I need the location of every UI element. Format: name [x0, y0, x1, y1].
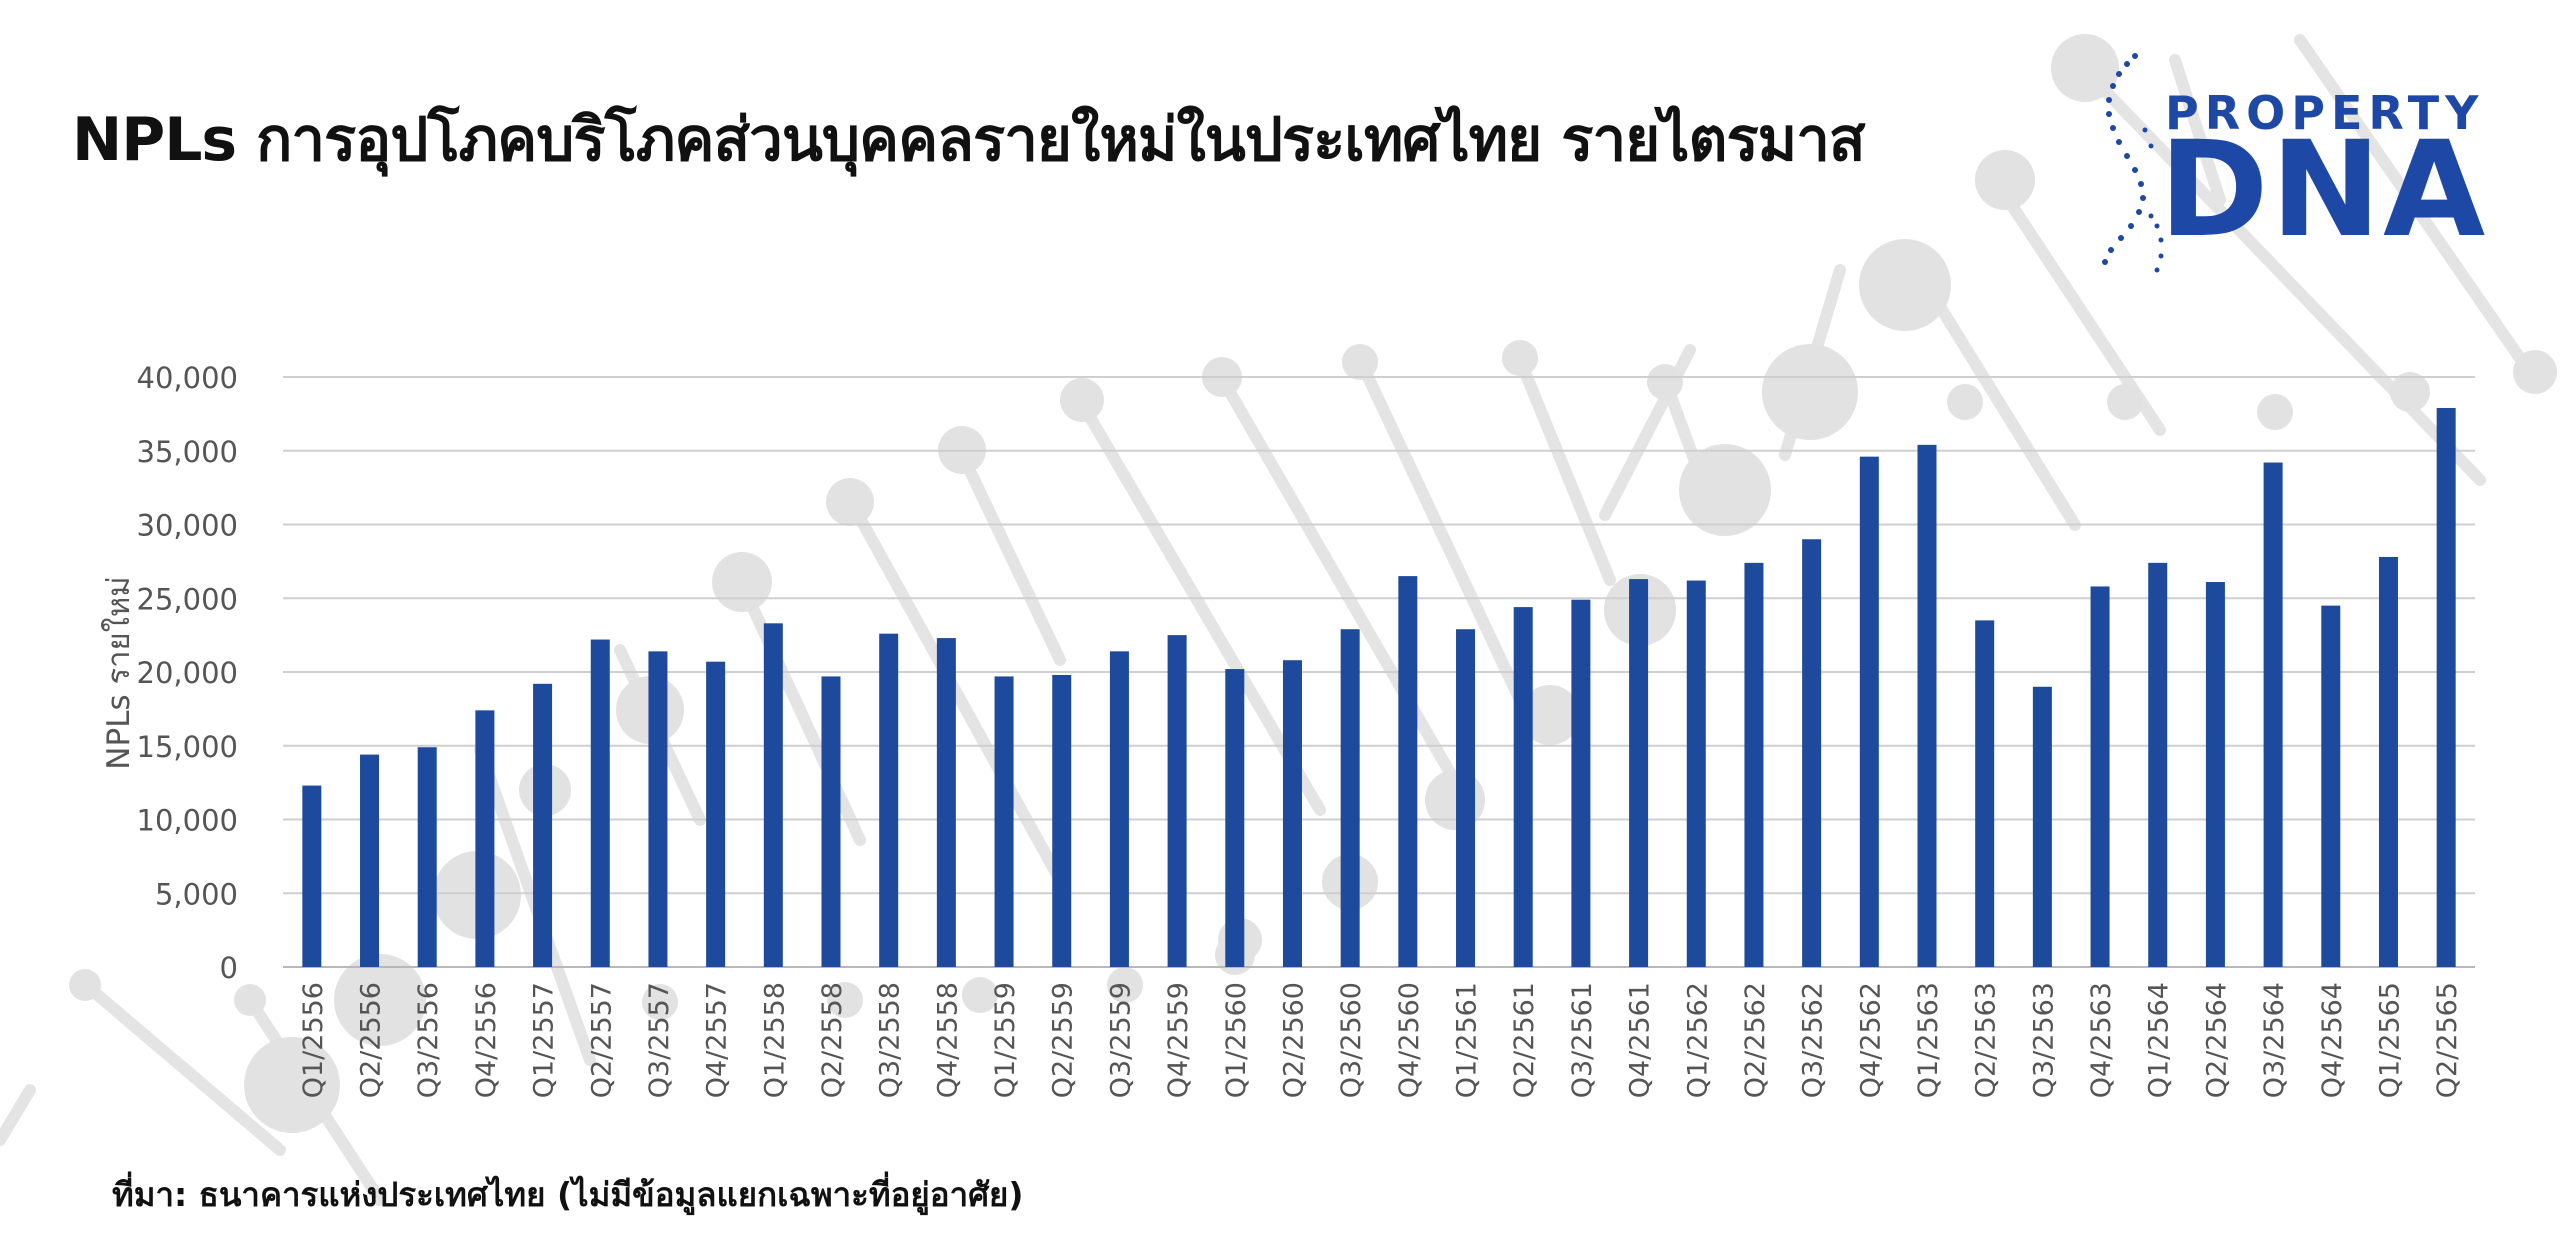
bar-Q1-2564 — [2148, 562, 2168, 967]
bar-Q2-2564 — [2205, 582, 2225, 967]
bar-Q3-2558 — [879, 633, 899, 967]
bar-Q3-2559 — [1109, 651, 1129, 967]
x-tick-label: Q2/2556 — [356, 982, 387, 1098]
x-tick-label: Q2/2559 — [1048, 982, 1079, 1098]
x-tick-label: Q2/2563 — [1971, 982, 2002, 1098]
x-tick-label: Q4/2563 — [2086, 982, 2117, 1098]
x-tick-label: Q1/2562 — [1682, 982, 1713, 1098]
x-tick-label: Q3/2562 — [1798, 982, 1829, 1098]
bar-Q2-2559 — [1052, 674, 1072, 967]
y-tick-label: 0 — [220, 951, 238, 985]
bar-Q2-2563 — [1975, 620, 1995, 967]
bar-Q2-2556 — [360, 754, 380, 967]
bar-Q4-2561 — [1629, 579, 1649, 967]
x-tick-label: Q2/2558 — [817, 982, 848, 1098]
y-tick-label: 40,000 — [137, 361, 238, 395]
x-tick-label: Q1/2557 — [529, 982, 560, 1098]
bar-Q4-2557 — [706, 661, 726, 967]
dna-helix-icon — [2102, 53, 2164, 273]
page-title: NPLs การอุปโภคบริโภคส่วนบุคคลรายใหม่ในปร… — [72, 105, 1866, 175]
x-tick-label: Q3/2558 — [875, 982, 906, 1098]
x-tick-label: Q4/2558 — [932, 982, 963, 1098]
source-note: ที่มา: ธนาคารแห่งประเทศไทย (ไม่มีข้อมูลแ… — [112, 1175, 1024, 1214]
bar-Q3-2557 — [648, 651, 668, 967]
logo-dna-text: DNA — [2159, 113, 2488, 267]
y-axis-ticks: 0 5,000 10,000 15,000 20,000 25,000 30,000 35,0… — [137, 361, 238, 985]
x-tick-label: Q1/2563 — [1913, 982, 1944, 1098]
x-tick-label: Q1/2564 — [2144, 982, 2175, 1098]
y-tick-label: 25,000 — [137, 582, 238, 616]
bar-Q3-2561 — [1571, 599, 1591, 967]
y-tick-label: 20,000 — [137, 656, 238, 690]
bar-Q2-2562 — [1744, 562, 1764, 967]
bar-Q4-2556 — [475, 710, 495, 967]
y-tick-label: 15,000 — [137, 730, 238, 764]
y-tick-label: 10,000 — [137, 804, 238, 838]
property-dna-logo: PROPERTY DNA — [2095, 50, 2515, 280]
bar-Q4-2563 — [2090, 586, 2110, 967]
x-tick-label: Q4/2562 — [1855, 982, 1886, 1098]
bar-Q4-2558 — [936, 638, 956, 967]
bar-Q1-2565 — [2378, 556, 2398, 967]
x-tick-label: Q3/2557 — [644, 982, 675, 1098]
x-tick-label: Q4/2557 — [702, 982, 733, 1098]
x-tick-label: Q2/2560 — [1278, 982, 1309, 1098]
bar-Q4-2560 — [1398, 576, 1418, 967]
x-tick-label: Q4/2564 — [2317, 982, 2348, 1098]
y-tick-label: 5,000 — [155, 877, 238, 911]
bar-Q1-2561 — [1456, 629, 1476, 967]
x-tick-label: Q1/2558 — [759, 982, 790, 1098]
x-tick-label: Q2/2564 — [2201, 982, 2232, 1098]
x-tick-label: Q1/2560 — [1221, 982, 1252, 1098]
bar-Q3-2560 — [1340, 629, 1360, 967]
x-tick-label: Q2/2561 — [1509, 982, 1540, 1098]
bar-Q4-2564 — [2321, 605, 2341, 967]
bar-Q4-2559 — [1167, 635, 1187, 967]
x-tick-label: Q3/2563 — [2028, 982, 2059, 1098]
bar-Q1-2557 — [533, 683, 553, 967]
x-tick-label: Q4/2560 — [1394, 982, 1425, 1098]
x-tick-label: Q3/2556 — [413, 982, 444, 1098]
x-tick-label: Q2/2565 — [2432, 982, 2463, 1098]
x-tick-label: Q2/2562 — [1740, 982, 1771, 1098]
bar-Q1-2562 — [1686, 580, 1706, 967]
bar-Q3-2564 — [2263, 462, 2283, 967]
x-axis-ticks: Q1/2556 Q2/2556 Q3/2556 Q4/2556 Q1/2557 Q2/25… — [298, 982, 2463, 1098]
bar-Q3-2563 — [2032, 686, 2052, 967]
x-tick-label: Q4/2561 — [1625, 982, 1656, 1098]
x-tick-label: Q1/2565 — [2374, 982, 2405, 1098]
bars — [302, 407, 2456, 968]
x-tick-label: Q1/2559 — [990, 982, 1021, 1098]
x-tick-label: Q4/2556 — [471, 982, 502, 1098]
bar-Q1-2556 — [302, 785, 322, 967]
x-tick-label: Q3/2560 — [1336, 982, 1367, 1098]
bar-Q2-2560 — [1282, 660, 1302, 967]
bar-Q2-2565 — [2436, 407, 2456, 968]
x-tick-label: Q4/2559 — [1163, 982, 1194, 1098]
x-tick-label: Q1/2561 — [1452, 982, 1483, 1098]
x-tick-label: Q3/2564 — [2259, 982, 2290, 1098]
bar-Q2-2558 — [821, 676, 841, 967]
y-tick-label: 35,000 — [137, 435, 238, 469]
bar-Q3-2556 — [417, 747, 437, 967]
bar-Q1-2560 — [1225, 669, 1245, 967]
x-tick-label: Q2/2557 — [586, 982, 617, 1098]
gridlines — [283, 376, 2475, 968]
bar-Q3-2562 — [1802, 539, 1822, 967]
bar-Q1-2559 — [994, 676, 1014, 967]
x-tick-label: Q3/2559 — [1105, 982, 1136, 1098]
x-tick-label: Q1/2556 — [298, 982, 329, 1098]
y-axis-label: NPLs รายใหม่ — [101, 576, 137, 769]
bar-Q2-2561 — [1513, 607, 1533, 967]
bar-Q1-2563 — [1917, 444, 1937, 968]
bar-Q1-2558 — [763, 623, 783, 967]
bar-Q2-2557 — [590, 639, 610, 967]
bar-Q4-2562 — [1859, 456, 1879, 967]
logo-property-text: PROPERTY — [2165, 86, 2485, 140]
y-tick-label: 30,000 — [137, 509, 238, 543]
x-tick-label: Q3/2561 — [1567, 982, 1598, 1098]
